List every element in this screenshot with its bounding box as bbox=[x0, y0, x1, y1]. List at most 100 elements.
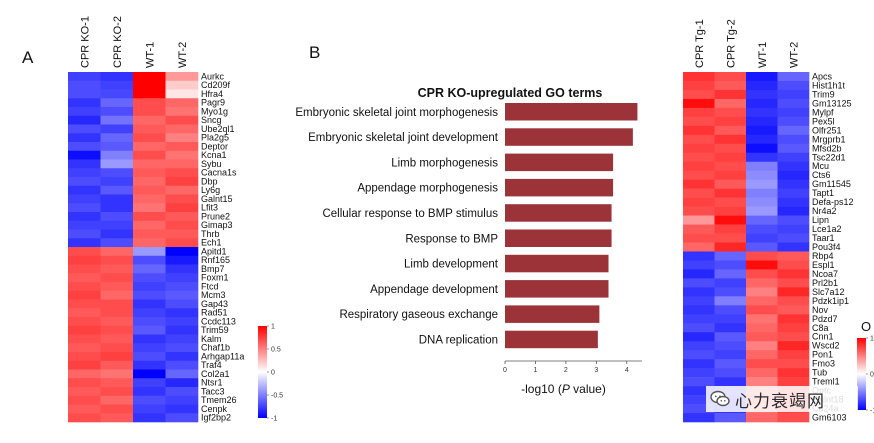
heatmap-cell bbox=[100, 352, 134, 362]
column-label: CPR Tg-1 bbox=[694, 19, 706, 68]
gene-label: Gm13125 bbox=[812, 98, 852, 108]
category-label: Embryonic skeletal joint development bbox=[308, 132, 499, 144]
heatmap-cell bbox=[100, 177, 134, 187]
heatmap-cell bbox=[714, 72, 747, 82]
heatmap-cell bbox=[746, 359, 778, 369]
heatmap-cell bbox=[683, 305, 715, 315]
gene-label: Tsc22d1 bbox=[812, 152, 846, 162]
heatmap-cell bbox=[683, 215, 715, 225]
panel-side-label: O bbox=[861, 319, 871, 334]
gene-label: Mcu bbox=[812, 161, 829, 171]
heatmap-cell bbox=[133, 168, 166, 178]
heatmap-cell bbox=[746, 170, 778, 180]
heatmap-cell bbox=[746, 206, 778, 216]
heatmap-cell bbox=[165, 325, 199, 335]
heatmap-cell bbox=[133, 360, 166, 370]
gene-label: Pagr9 bbox=[201, 98, 225, 108]
heatmap-cell bbox=[68, 142, 101, 152]
gene-label: Aurkc bbox=[201, 71, 225, 81]
heatmap-cell bbox=[683, 323, 715, 333]
heatmap-cell bbox=[165, 142, 199, 152]
gene-label: Hfra4 bbox=[201, 89, 223, 99]
heatmap-cell bbox=[777, 107, 810, 118]
gene-label: Rnf165 bbox=[201, 255, 230, 265]
bar bbox=[505, 128, 633, 146]
category-label: DNA replication bbox=[419, 334, 498, 346]
heatmap-cell bbox=[68, 273, 101, 283]
gene-label: Tacc3 bbox=[201, 386, 225, 396]
heatmap-cell bbox=[777, 179, 810, 189]
heatmap-cell bbox=[133, 203, 166, 213]
heatmap-cell bbox=[714, 413, 747, 423]
heatmap-cell bbox=[746, 413, 778, 423]
category-label: Response to BMP bbox=[405, 233, 498, 245]
heatmap-cell bbox=[68, 238, 101, 248]
gene-label: Lipn bbox=[812, 215, 829, 225]
heatmap-cell bbox=[165, 98, 199, 108]
heatmap-cell bbox=[746, 296, 778, 306]
heatmap-cell bbox=[714, 278, 747, 288]
heatmap-cell bbox=[133, 413, 166, 423]
heatmap-cell bbox=[683, 260, 715, 270]
heatmap-cell bbox=[68, 264, 101, 274]
x-tick-label: 0 bbox=[503, 367, 507, 374]
color-legend-bar bbox=[258, 326, 267, 418]
heatmap-cell bbox=[68, 133, 101, 143]
gene-label: C8a bbox=[812, 323, 829, 333]
bar bbox=[505, 178, 614, 197]
category-label: Limb development bbox=[404, 259, 499, 271]
heatmap-cell bbox=[777, 296, 810, 306]
gene-label: Cd209f bbox=[201, 80, 231, 90]
heatmap-cell bbox=[746, 98, 778, 109]
x-tick-label: 1 bbox=[533, 367, 537, 374]
heatmap-cell bbox=[777, 251, 810, 261]
heatmap-cell bbox=[100, 282, 134, 292]
heatmap-cell bbox=[746, 215, 778, 225]
gene-label: Mcm3 bbox=[201, 290, 226, 300]
x-axis-label-italic: P bbox=[562, 382, 570, 396]
gene-label: Lce1a2 bbox=[812, 224, 842, 234]
heatmap-cell bbox=[746, 80, 778, 91]
bar bbox=[505, 229, 612, 247]
heatmap-cell bbox=[100, 343, 134, 353]
gene-label: Pla2g5 bbox=[201, 133, 229, 143]
gene-label: Tapt1 bbox=[812, 188, 834, 198]
heatmap-cell bbox=[777, 242, 810, 252]
heatmap-cell bbox=[68, 89, 101, 99]
legend-tick-label: 0 bbox=[271, 370, 275, 377]
heatmap-cell bbox=[133, 299, 166, 309]
gene-label: Bmp7 bbox=[201, 264, 225, 274]
panel-label-a: A bbox=[22, 48, 34, 67]
gene-label: Myo1g bbox=[201, 106, 228, 116]
bar bbox=[505, 153, 614, 172]
heatmap-cell bbox=[746, 134, 778, 145]
gene-label: Dbp bbox=[201, 176, 218, 186]
gene-label: Fmo3 bbox=[812, 359, 835, 369]
heatmap-cell bbox=[777, 170, 810, 180]
heatmap-cell bbox=[68, 203, 101, 213]
heatmap-cell bbox=[714, 314, 747, 324]
heatmap-cell bbox=[100, 413, 134, 423]
heatmap-cell bbox=[683, 179, 715, 189]
heatmap-cell bbox=[133, 378, 166, 388]
heatmap-cell bbox=[714, 161, 747, 172]
heatmap-cell bbox=[714, 125, 747, 136]
heatmap-cell bbox=[683, 98, 715, 109]
heatmap-cell bbox=[746, 197, 778, 207]
heatmap-cell bbox=[746, 107, 778, 118]
heatmap-cell bbox=[777, 233, 810, 243]
heatmap-cell bbox=[133, 98, 166, 108]
heatmap-cell bbox=[133, 89, 166, 99]
heatmap-cell bbox=[165, 273, 199, 283]
heatmap-cell bbox=[133, 255, 166, 265]
heatmap-cell bbox=[746, 188, 778, 198]
heatmap-cell bbox=[683, 134, 715, 145]
heatmap-cell bbox=[100, 360, 134, 370]
heatmap-cell bbox=[68, 194, 101, 204]
heatmap-cell bbox=[683, 161, 715, 172]
heatmap-cell bbox=[746, 116, 778, 127]
heatmap-cell bbox=[133, 80, 166, 90]
heatmap-cell bbox=[777, 188, 810, 198]
heatmap-cell bbox=[100, 378, 134, 388]
